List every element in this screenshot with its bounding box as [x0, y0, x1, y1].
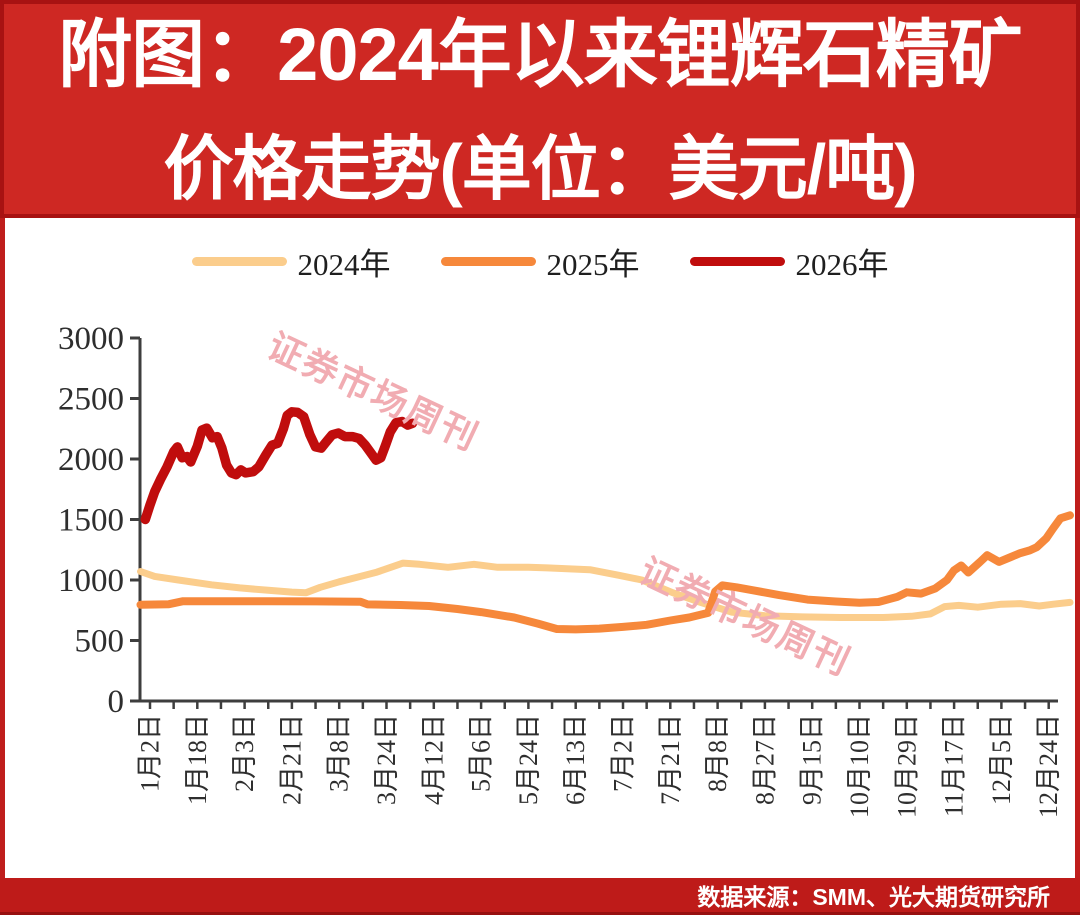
- chart-title-line-2: 价格走势(单位：美元/吨): [163, 130, 917, 208]
- series-line-2024年: [137, 559, 1074, 621]
- y-tick-label: 3000: [58, 321, 124, 357]
- legend-item-2026: 2026年: [689, 239, 889, 284]
- y-tick-label: 1500: [58, 503, 124, 539]
- legend-swatch-2025: [440, 256, 536, 266]
- legend-swatch-2024: [191, 256, 287, 266]
- y-tick-label: 2000: [58, 442, 124, 478]
- series-line-2026年: [140, 407, 418, 525]
- x-tick-label: 10月10日: [845, 714, 874, 818]
- legend-item-2025: 2025年: [440, 239, 640, 284]
- x-tick-label: 12月24日: [1034, 714, 1063, 818]
- chart-legend: 2024年 2025年 2026年: [0, 238, 1080, 284]
- x-tick-label: 3月8日: [325, 714, 354, 792]
- x-tick-label: 12月5日: [987, 714, 1016, 805]
- left-border-strip: [0, 218, 5, 878]
- x-tick-label: 5月6日: [467, 714, 496, 792]
- series-line-2025年: [136, 511, 1074, 634]
- x-tick-label: 2月3日: [230, 714, 259, 792]
- data-source-text: 数据来源：SMM、光大期货研究所: [697, 884, 1050, 910]
- x-tick-label: 7月21日: [656, 714, 685, 805]
- right-border-strip: [1075, 218, 1080, 878]
- x-tick-label: 9月15日: [798, 714, 827, 805]
- legend-swatch-2026: [689, 256, 785, 266]
- y-tick-label: 500: [75, 624, 125, 660]
- x-tick-label: 1月18日: [183, 714, 212, 805]
- x-tick-label: 7月2日: [609, 714, 638, 792]
- title-banner: 附图：2024年以来锂辉石精矿 价格走势(单位：美元/吨): [0, 0, 1080, 218]
- axes: [138, 338, 1058, 703]
- x-tick-label: 11月17日: [940, 714, 969, 817]
- x-tick-label: 4月12日: [419, 714, 448, 805]
- source-footer: 数据来源：SMM、光大期货研究所: [0, 878, 1080, 915]
- x-tick-label: 8月8日: [703, 714, 732, 792]
- x-tick-label: 2月21日: [277, 714, 306, 805]
- price-chart: 0 500 1000 1500 2000 2500 3000 1月2日 1月18日 2月3日 2月2…: [58, 321, 1074, 818]
- x-tick-label: 5月24日: [514, 714, 543, 805]
- x-tick-label: 1月2日: [136, 714, 165, 792]
- x-tick-label: 10月29日: [892, 714, 921, 818]
- legend-item-2024: 2024年: [191, 239, 391, 284]
- y-tick-label: 2500: [58, 382, 124, 418]
- x-tick-label: 8月27日: [750, 714, 779, 805]
- y-tick-label: 1000: [58, 563, 124, 599]
- legend-label-2026: 2026年: [795, 246, 889, 282]
- x-tick-label: 6月13日: [561, 714, 590, 805]
- watermark-text: 证券市场周刊: [261, 326, 485, 459]
- legend-label-2025: 2025年: [546, 246, 640, 282]
- y-tick-label: 0: [108, 684, 125, 720]
- x-tick-label: 3月24日: [372, 714, 401, 805]
- legend-label-2024: 2024年: [297, 246, 391, 282]
- chart-title-line-1: 附图：2024年以来锂辉石精矿: [58, 13, 1023, 96]
